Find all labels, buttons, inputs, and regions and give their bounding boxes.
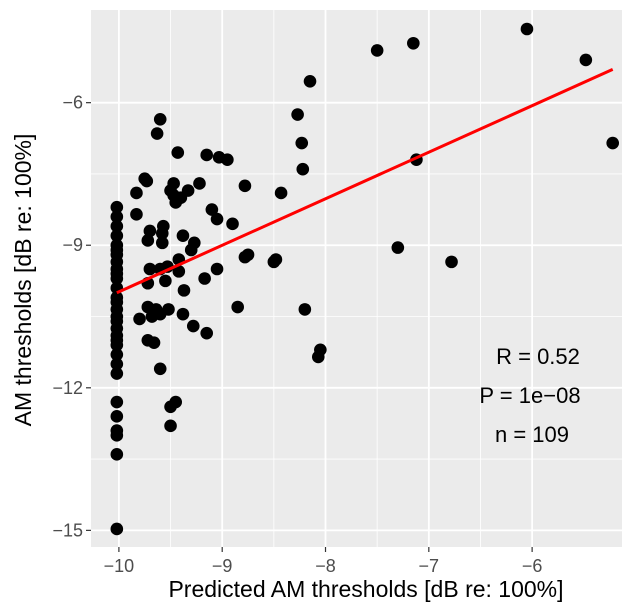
x-tick-label: −9 — [212, 556, 233, 576]
major-gridlines — [91, 10, 622, 547]
data-point — [241, 248, 255, 262]
data-points — [110, 22, 620, 536]
data-point — [110, 219, 124, 233]
y-tick-label: −6 — [62, 93, 83, 113]
data-point — [110, 357, 124, 371]
x-tick-label: −6 — [522, 556, 543, 576]
data-point — [210, 262, 224, 276]
data-point — [143, 224, 157, 238]
data-point — [110, 429, 124, 442]
annotation-p: P = 1e−08 — [479, 383, 580, 408]
data-point — [171, 146, 185, 159]
data-point — [159, 274, 172, 288]
data-point — [153, 362, 167, 376]
y-tick-label: −9 — [62, 235, 83, 255]
data-point — [162, 303, 175, 316]
data-point — [606, 136, 620, 150]
data-point — [181, 184, 195, 197]
data-point — [370, 44, 384, 57]
data-point — [269, 253, 283, 266]
data-point — [445, 255, 458, 269]
data-point — [143, 262, 157, 276]
data-point — [110, 200, 124, 214]
data-point — [391, 241, 405, 254]
data-point — [198, 272, 211, 285]
data-point — [110, 229, 124, 243]
data-point — [176, 307, 190, 321]
annotation-r: R = 0.52 — [496, 344, 580, 369]
data-point — [186, 319, 200, 333]
data-point — [176, 229, 190, 243]
data-point — [298, 303, 312, 316]
data-point — [205, 203, 219, 216]
data-point — [155, 236, 169, 250]
data-point — [221, 153, 234, 166]
data-point — [169, 395, 183, 409]
data-point — [177, 284, 191, 297]
y-axis-ticks: −15 −12 −9 −6 — [52, 93, 91, 540]
data-point — [274, 186, 288, 200]
data-point — [188, 236, 201, 250]
data-point — [130, 186, 143, 200]
data-point — [110, 522, 124, 536]
data-point — [110, 448, 124, 461]
data-point — [231, 300, 244, 314]
data-point — [110, 338, 124, 352]
data-point — [226, 217, 239, 231]
data-point — [238, 179, 252, 193]
data-point — [110, 395, 124, 409]
data-point — [164, 419, 177, 433]
x-axis-label: Predicted AM thresholds [dB re: 100%] — [168, 576, 563, 602]
x-axis-ticks: −10 −9 −8 −7 −6 — [104, 547, 543, 576]
data-point — [210, 212, 224, 226]
annotation-n: n = 109 — [495, 422, 569, 447]
plot-panel — [91, 10, 622, 547]
data-point — [110, 410, 124, 423]
data-point — [130, 208, 143, 221]
data-point — [314, 343, 327, 357]
data-point — [200, 148, 214, 162]
data-point — [193, 177, 206, 190]
data-point — [110, 348, 124, 361]
data-point — [172, 265, 186, 278]
data-point — [133, 312, 146, 326]
data-point — [579, 53, 593, 67]
data-point — [167, 177, 180, 190]
data-point — [296, 162, 310, 176]
y-axis-label: AM thresholds [dB re: 100%] — [10, 134, 36, 427]
x-tick-label: −8 — [315, 556, 336, 576]
data-point — [303, 74, 317, 88]
x-tick-label: −10 — [104, 556, 135, 576]
data-point — [110, 367, 124, 380]
data-point — [141, 234, 155, 247]
y-tick-label: −12 — [52, 378, 83, 398]
data-point — [150, 127, 164, 140]
data-point — [291, 108, 304, 121]
y-tick-label: −15 — [52, 520, 83, 540]
data-point — [200, 326, 214, 340]
data-point — [140, 174, 154, 188]
data-point — [520, 22, 534, 36]
minor-gridlines — [91, 10, 622, 547]
x-tick-label: −7 — [419, 556, 440, 576]
data-point — [147, 336, 161, 349]
data-point — [407, 36, 420, 50]
regression-line — [116, 68, 614, 295]
data-point — [153, 113, 167, 126]
data-point — [110, 272, 124, 285]
data-point — [110, 210, 124, 224]
data-point — [295, 136, 309, 150]
data-point — [157, 219, 170, 233]
